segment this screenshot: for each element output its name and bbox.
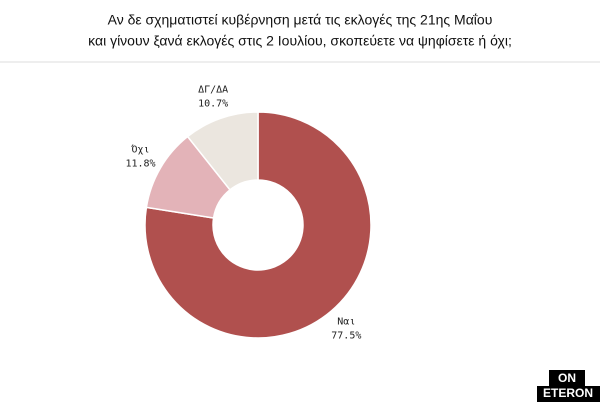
value-label: 11.8% <box>125 159 155 170</box>
logo-box <box>549 370 585 386</box>
slice-label: Ναι <box>337 316 355 327</box>
donut-slice <box>186 111 259 191</box>
value-label: 10.7% <box>198 99 228 110</box>
logo-text: ETERON <box>543 386 593 400</box>
logo-box <box>537 386 600 402</box>
value-label: 77.5% <box>331 330 361 341</box>
donut-slice <box>144 111 372 339</box>
slice-label: Όχι <box>130 144 149 156</box>
logo-text: ON <box>558 371 576 385</box>
chart-title: και γίνουν ξανά εκλογές στις 2 Ιουλίου, … <box>88 33 512 49</box>
slice-label: ΔΓ/ΔΑ <box>198 85 228 96</box>
chart-title: Αν δε σχηματιστεί κυβέρνηση μετά τις εκλ… <box>108 12 493 28</box>
